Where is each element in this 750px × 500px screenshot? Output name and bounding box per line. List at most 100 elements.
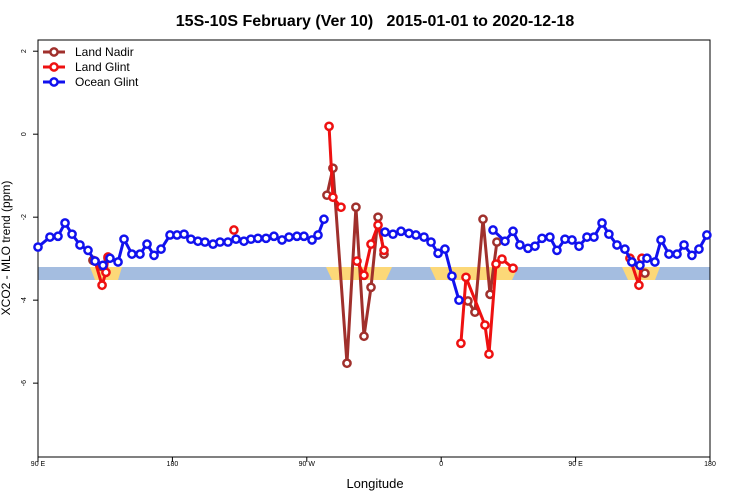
data-point (380, 227, 390, 237)
data-point (491, 259, 501, 269)
data-point (642, 253, 652, 264)
data-point (269, 231, 279, 242)
data-point (352, 256, 362, 267)
y-tick-label: -4 (21, 297, 28, 303)
data-point (156, 244, 166, 254)
data-point (98, 260, 108, 271)
data-point (484, 349, 494, 359)
x-tick-label: 90 E (568, 461, 583, 468)
y-tick-label: 2 (21, 49, 28, 53)
y-tick-label: -2 (21, 214, 28, 220)
data-point (492, 237, 502, 247)
data-point (231, 234, 241, 245)
data-point (342, 358, 352, 369)
data-point (261, 233, 271, 244)
data-point (694, 244, 704, 254)
data-point (627, 257, 637, 267)
data-point (379, 245, 389, 256)
data-point (45, 232, 55, 242)
data-point (336, 202, 346, 213)
x-tick-label: 90 W (299, 461, 316, 468)
data-point (215, 237, 225, 247)
data-point (515, 240, 525, 250)
data-point (105, 253, 115, 264)
data-point (328, 192, 338, 203)
data-point (500, 236, 510, 247)
data-point (589, 232, 599, 242)
data-point (75, 240, 85, 250)
data-point (634, 280, 644, 291)
legend-label: Land Nadir (75, 45, 134, 59)
data-point (119, 234, 129, 245)
data-point (508, 226, 518, 237)
data-point (440, 244, 450, 254)
data-point (488, 225, 498, 235)
data-point (366, 282, 376, 293)
y-tick-label: -6 (21, 380, 28, 386)
data-point (411, 230, 421, 240)
data-point (135, 249, 145, 259)
legend-swatch-point (49, 47, 59, 57)
data-point (635, 260, 645, 271)
x-tick-label: 90 E (31, 461, 46, 468)
data-point (552, 245, 562, 256)
data-point (702, 230, 712, 240)
land-strip (430, 267, 518, 280)
data-point (373, 220, 383, 230)
data-point (373, 212, 383, 223)
data-point (396, 226, 406, 237)
x-axis-label: Longitude (346, 476, 403, 491)
data-point (388, 229, 398, 240)
data-point (480, 320, 490, 330)
legend-label: Land Glint (75, 60, 130, 74)
data-point (612, 240, 622, 250)
data-point (574, 241, 584, 252)
data-point (419, 232, 429, 242)
y-tick-label: 0 (21, 132, 28, 136)
data-point (664, 249, 674, 259)
data-point (433, 248, 443, 259)
data-point (223, 237, 233, 247)
data-point (497, 254, 507, 264)
data-point (179, 229, 189, 240)
data-point (229, 225, 239, 235)
data-point (656, 235, 666, 245)
data-point (53, 231, 63, 242)
data-point (537, 233, 547, 244)
series-line (92, 167, 646, 364)
data-point (478, 214, 488, 225)
data-point (620, 244, 630, 254)
data-point (33, 242, 43, 252)
data-point (113, 257, 123, 267)
data-point (454, 295, 464, 306)
data-point (672, 249, 682, 259)
data-point (307, 235, 317, 245)
data-point (530, 241, 540, 252)
data-point (142, 239, 152, 249)
data-point (284, 232, 294, 242)
data-point (359, 270, 369, 281)
data-point (447, 271, 457, 281)
series (88, 163, 650, 369)
data-point (319, 214, 329, 225)
data-point (650, 257, 660, 267)
data-point (299, 231, 309, 242)
data-point (679, 240, 689, 250)
data-point (127, 249, 137, 259)
data-point (604, 229, 614, 240)
data-point (351, 202, 361, 213)
legend-label: Ocean Glint (75, 75, 139, 89)
data-point (567, 235, 577, 245)
data-point (83, 245, 93, 256)
data-point (461, 272, 471, 283)
legend-swatch-point (49, 62, 59, 72)
data-point (90, 256, 100, 267)
data-point (687, 250, 697, 261)
data-point (508, 263, 518, 274)
data-point (456, 338, 466, 349)
y-axis-label: XCO2 - MLO trend (ppm) (0, 181, 13, 316)
data-point (313, 230, 323, 240)
